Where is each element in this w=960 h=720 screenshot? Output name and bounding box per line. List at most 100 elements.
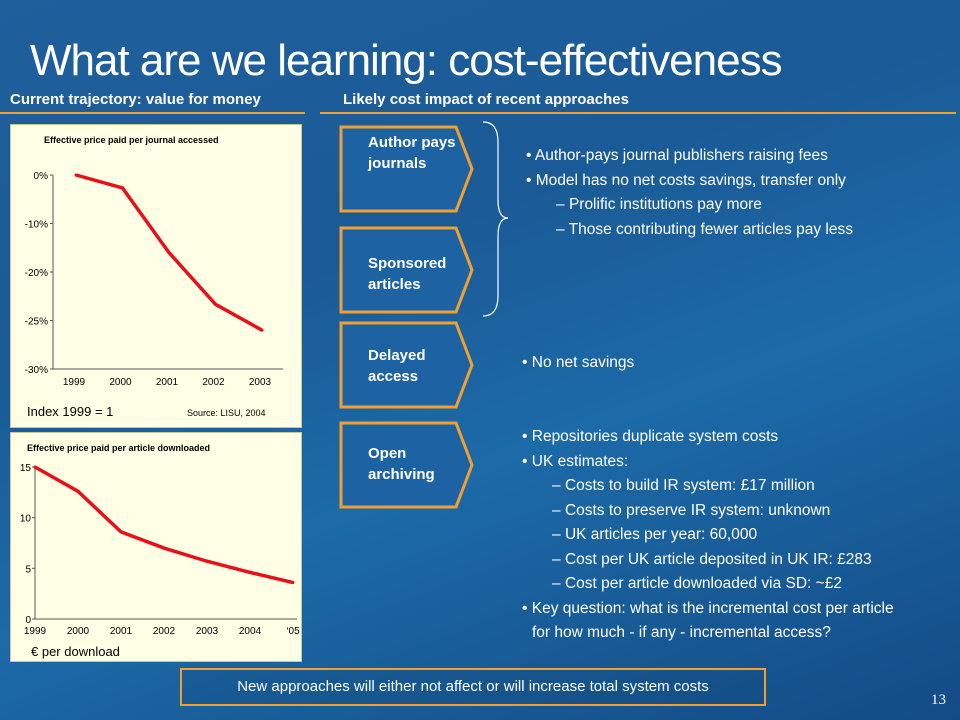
bullet-dot: • (526, 171, 532, 189)
chart2-x-tick-label: ‘05 (286, 626, 300, 637)
chart2-title: Effective price paid per article downloa… (27, 443, 211, 453)
right-heading: Likely cost impact of recent approaches (343, 91, 629, 108)
bullet-dot: • (522, 428, 528, 445)
chart1-y-tick-label: 0% (34, 171, 49, 182)
bullet-text: UK estimates: (531, 452, 629, 470)
bullet-text: Costs to preserve IR system: unknown (564, 501, 831, 519)
chart2-y-tick-label: 0 (25, 615, 31, 626)
bullet-text: Repositories duplicate system costs (531, 428, 779, 445)
dash-mark: – (556, 220, 565, 238)
bullet-text: Author-pays journal publishers raising f… (534, 147, 828, 164)
dash-mark: – (552, 501, 561, 519)
left-heading: Current trajectory: value for money (10, 91, 261, 108)
grouping-brace (482, 121, 509, 317)
chart1-axis: 0% -10% -20% -25% -30% 1999 2000 2001 2002 2003 (25, 171, 283, 388)
bullet-item: • Author-pays journal publishers raising… (522, 144, 853, 169)
chart1-source: Source: LISU, 2004 (187, 408, 266, 418)
bullet-text: Those contributing fewer articles pay le… (568, 220, 853, 238)
left-heading-rule (0, 112, 305, 114)
chevron-sponsored (339, 226, 474, 314)
chart1-x-tick-label: 1999 (63, 377, 86, 388)
chart1-x-tick-label: 2003 (249, 377, 272, 388)
chart2-point (162, 546, 166, 550)
bullet-text: Cost per article downloaded via SD: ~£2 (564, 575, 842, 592)
group2-bullets: • No net savings (518, 351, 634, 376)
chart2-point (248, 570, 252, 574)
bullet-continuation: for how much - if any - incremental acce… (532, 624, 831, 641)
chart2-y-tick-label: 15 (20, 463, 32, 474)
chart2-x-tick-label: 2001 (110, 626, 133, 637)
chart2-y-tick-label: 10 (20, 514, 32, 525)
bullet-item: • Key question: what is the incremental … (518, 597, 894, 622)
chart2-point (205, 559, 209, 563)
chart1-y-tick-label: -25% (25, 317, 48, 328)
bullet-item: • No net savings (518, 351, 634, 376)
bullet-text: Cost per UK article deposited in UK IR: … (564, 550, 872, 568)
sub-bullet-item: – Those contributing fewer articles pay … (522, 218, 853, 243)
bullet-dot: • (522, 452, 528, 470)
right-heading-rule (320, 112, 956, 114)
chart1-marks (74, 173, 264, 332)
bullet-text: Key question: what is the incremental co… (531, 599, 894, 617)
chart1-panel: Effective price paid per journal accesse… (10, 124, 302, 428)
sub-bullet-item: – Costs to preserve IR system: unknown (518, 499, 894, 524)
chart2-point (33, 465, 37, 469)
chart2-unit-note: € per download (31, 644, 120, 659)
chevron-author-pays (339, 125, 474, 213)
approach-author-pays: Author pays journals (368, 134, 456, 172)
page-number: 13 (931, 692, 946, 708)
chart2-point (119, 530, 123, 534)
chart2-x-tick-label: 2000 (67, 626, 90, 637)
sub-bullet-item: – UK articles per year: 60,000 (518, 523, 894, 548)
dash-mark: – (552, 550, 561, 568)
sub-bullet-item: – Costs to build IR system: £17 million (518, 474, 894, 499)
chart1-point (260, 328, 264, 332)
chart1-plot: 0% -10% -20% -25% -30% 1999 2000 2001 2002 2003 (25, 171, 283, 388)
chart1-x-tick-label: 2000 (109, 377, 132, 388)
chart1-y-tick-label: -30% (25, 365, 48, 376)
chart1-index-note: Index 1999 = 1 (27, 404, 114, 419)
sub-bullet-item: – Prolific institutions pay more (522, 193, 853, 218)
chart2-series-line (34, 465, 294, 585)
chart2-point (76, 489, 80, 493)
dash-mark: – (556, 196, 565, 213)
dash-mark: – (552, 477, 561, 494)
dash-mark: – (552, 575, 561, 592)
sub-bullet-item: – Cost per article downloaded via SD: ~£… (518, 572, 894, 597)
chart1-y-tick-label: -10% (25, 220, 48, 231)
chevron-open-archiving (339, 421, 474, 509)
bullet-text: Costs to build IR system: £17 million (564, 477, 815, 494)
page-title: What are we learning: cost-effectiveness (30, 36, 783, 85)
chart1-y-tick-label: -20% (25, 268, 48, 279)
bullet-text: No net savings (531, 354, 635, 371)
chart2-x-tick-label: 2004 (239, 626, 262, 637)
bullet-dot: • (522, 354, 528, 371)
approach-sponsored: Sponsored articles (368, 255, 447, 293)
sub-bullet-item: – Cost per UK article deposited in UK IR… (518, 548, 894, 573)
chart2-point (291, 581, 295, 585)
bullet-dot: • (522, 599, 528, 617)
chevron-delayed (339, 321, 474, 409)
chart1-point (74, 173, 78, 177)
group1-bullets: • Author-pays journal publishers raising… (522, 144, 853, 242)
bullet-text: Model has no net costs savings, transfer… (535, 171, 846, 189)
bullet-dot: • (526, 147, 532, 164)
approach-open-archiving: Open archiving (368, 445, 435, 483)
chart2-x-tick-label: 2003 (196, 626, 219, 637)
bullet-text: UK articles per year: 60,000 (564, 526, 758, 543)
chart1-title: Effective price paid per journal accesse… (44, 135, 219, 145)
chart1-x-tick-label: 2001 (156, 377, 179, 388)
chart1-point (167, 251, 171, 255)
approach-delayed: Delayed access (368, 347, 426, 385)
chart2-marks (33, 465, 295, 585)
chart2-y-tick-label: 5 (25, 564, 31, 575)
chart2-x-tick-label: 2002 (153, 626, 176, 637)
chart1-point (214, 302, 217, 306)
chart1-x-tick-label: 2002 (202, 377, 225, 388)
bullet-text: Prolific institutions pay more (568, 196, 762, 213)
chart1-point (121, 186, 124, 190)
footer-callout: New approaches will either not affect or… (180, 668, 766, 706)
dash-mark: – (552, 526, 561, 543)
